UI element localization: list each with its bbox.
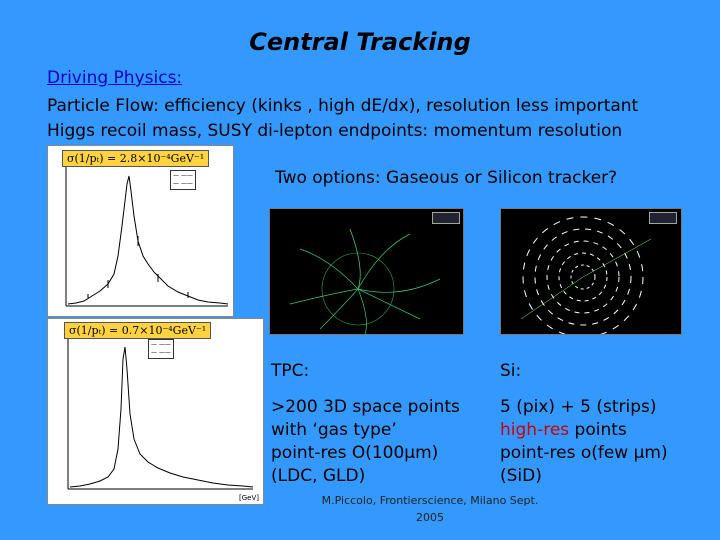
options-text: Two options: Gaseous or Silicon tracker?	[275, 168, 618, 188]
tpc-line-4: (LDC, GLD)	[271, 466, 366, 486]
slide-title: Central Tracking	[249, 28, 471, 56]
si-display-legend	[649, 212, 677, 224]
si-highres-text: high-res	[500, 420, 570, 440]
si-line-4: (SiD)	[500, 466, 542, 486]
footer-credit: M.Piccolo, Frontierscience, Milano Sept.…	[300, 492, 560, 526]
histogram-top-graphic	[65, 166, 229, 307]
si-heading: Si:	[500, 361, 522, 381]
driving-physics-link[interactable]: Driving Physics:	[47, 68, 183, 88]
footer-line-1: M.Piccolo, Frontierscience, Milano Sept.	[321, 494, 539, 507]
tpc-display-legend	[432, 212, 460, 224]
histogram-top: σ(1/pₜ) = 2.8×10⁻⁴GeV⁻¹ — —— — ——	[47, 145, 234, 317]
legend-top: — —— — ——	[170, 170, 196, 190]
si-event-graphic	[520, 216, 652, 334]
tpc-line-1: >200 3D space points	[271, 397, 460, 417]
si-line-3: point-res o(few μm)	[500, 443, 668, 463]
tpc-line-3: point-res O(100μm)	[271, 443, 439, 463]
resolution-badge-bottom: σ(1/pₜ) = 0.7×10⁻⁴GeV⁻¹	[64, 322, 212, 339]
histogram-bottom: σ(1/pₜ) = 0.7×10⁻⁴GeV⁻¹ — —— — —— [GeV]	[47, 318, 264, 505]
tpc-heading: TPC:	[271, 361, 310, 381]
axis-unit: [GeV]	[239, 494, 259, 502]
histogram-bottom-graphic	[67, 337, 254, 490]
physics-line-higgs: Higgs recoil mass, SUSY di-lepton endpoi…	[47, 121, 623, 141]
si-points-text: points	[569, 420, 627, 440]
resolution-badge-top: σ(1/pₜ) = 2.8×10⁻⁴GeV⁻¹	[62, 150, 210, 167]
tpc-event-display	[269, 208, 464, 335]
si-description: 5 (pix) + 5 (strips) high-res points poi…	[500, 396, 668, 488]
tpc-description: >200 3D space points with ‘gas type’ poi…	[271, 396, 460, 488]
physics-line-particle-flow: Particle Flow: efficiency (kinks , high …	[47, 96, 639, 116]
si-line-2: high-res points	[500, 419, 668, 442]
tpc-event-graphic	[289, 228, 441, 334]
si-line-1: 5 (pix) + 5 (strips)	[500, 397, 657, 417]
legend-bottom: — —— — ——	[148, 339, 174, 359]
si-event-display	[500, 208, 682, 335]
driving-physics-label[interactable]: Driving Physics:	[47, 68, 182, 88]
tpc-line-2: with ‘gas type’	[271, 420, 397, 440]
footer-line-2: 2005	[416, 511, 444, 524]
